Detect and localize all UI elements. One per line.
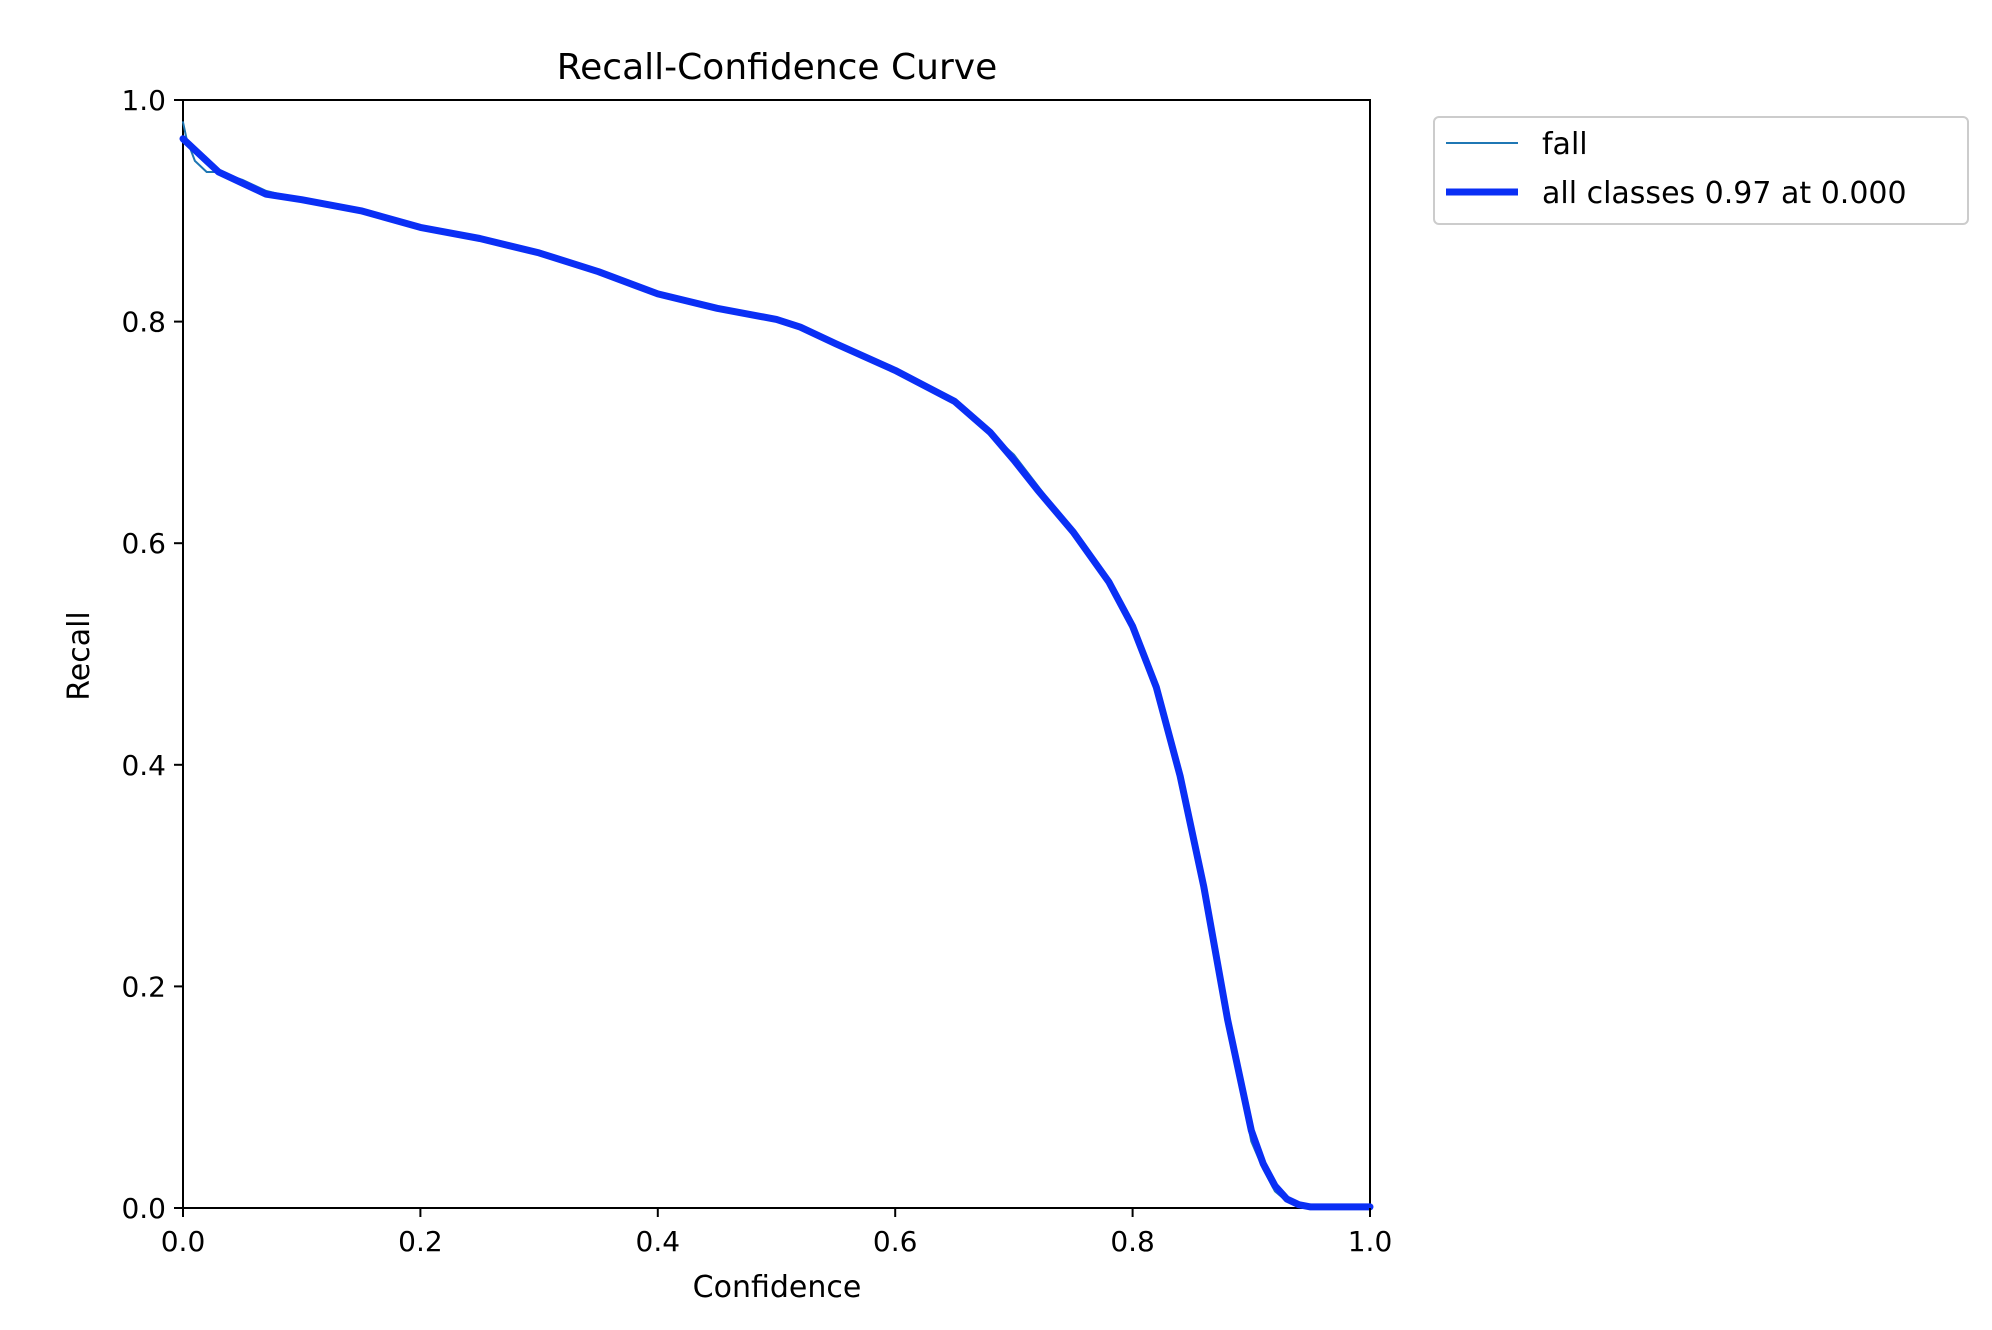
legend-label-fall: fall [1542,127,1588,162]
x-tick-label: 0.2 [398,1225,443,1258]
x-tick-label: 0.4 [636,1225,681,1258]
legend-box [1433,116,1969,225]
y-tick-label: 0.4 [121,749,166,782]
x-tick-label: 0.6 [873,1225,918,1258]
x-axis-ticks: 0.0 0.2 0.4 0.6 0.8 1.0 [161,1208,1393,1258]
plot-frame [182,99,1371,1209]
legend: fall all classes 0.97 at 0.000 [1433,116,1969,225]
y-tick-label: 0.2 [121,970,166,1003]
y-axis-ticks: 0.0 0.2 0.4 0.6 0.8 1.0 [121,84,183,1225]
y-tick-label: 0.8 [121,306,166,339]
y-tick-label: 0.6 [121,527,166,560]
series-layer [179,121,1374,1211]
plot-area [179,99,1374,1211]
series-line-all-classes [179,135,1374,1211]
y-axis-label: Recall [62,611,97,701]
chart-title: Recall-Confidence Curve [557,47,997,88]
x-axis-label: Confidence [693,1270,862,1305]
x-tick-label: 1.0 [1348,1225,1393,1258]
y-tick-label: 1.0 [121,84,166,117]
x-tick-label: 0.8 [1110,1225,1155,1258]
legend-label-all-classes: all classes 0.97 at 0.000 [1542,176,1907,211]
x-tick-label: 0.0 [161,1225,206,1258]
y-tick-label: 0.0 [121,1192,166,1225]
